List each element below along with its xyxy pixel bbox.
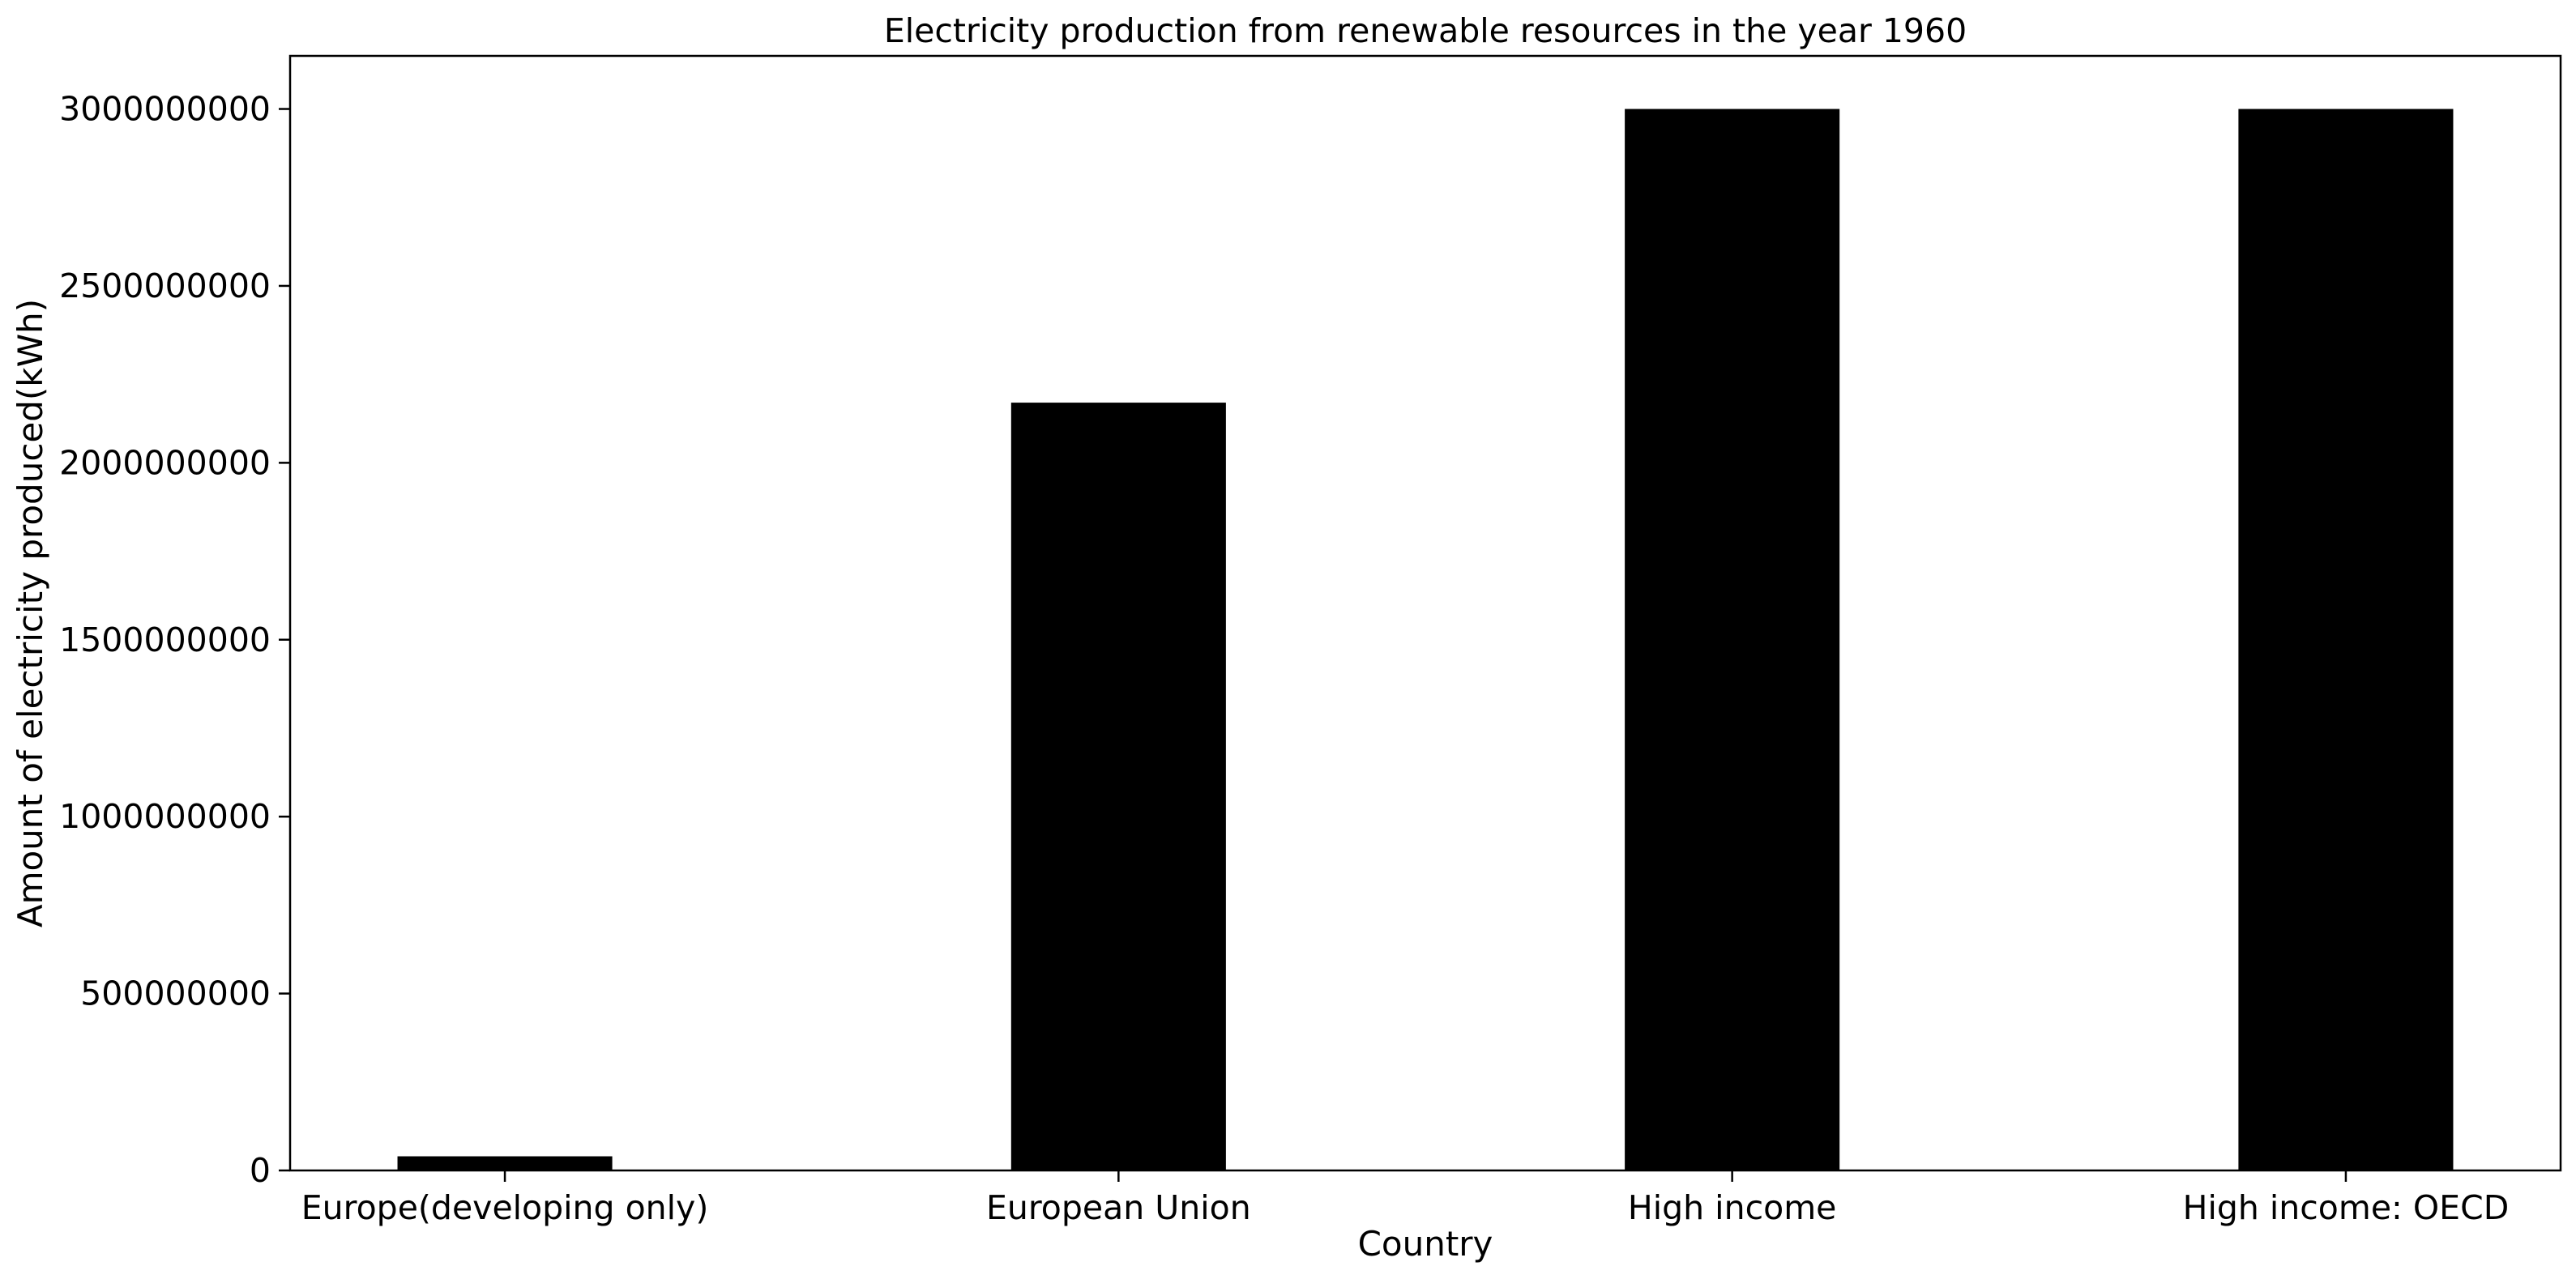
x-tick-label: Europe(developing only) bbox=[301, 1188, 709, 1227]
y-tick-label: 1000000000 bbox=[59, 797, 271, 836]
bar-0 bbox=[397, 1156, 613, 1170]
bars-group bbox=[397, 109, 2454, 1171]
x-axis-ticks: Europe(developing only) European Union Hig… bbox=[301, 1170, 2510, 1227]
y-tick-label: 500000000 bbox=[80, 974, 271, 1013]
y-tick-label: 1500000000 bbox=[59, 620, 271, 659]
bar-3 bbox=[2238, 109, 2454, 1170]
y-tick-label: 0 bbox=[250, 1151, 271, 1190]
y-tick-label: 2000000000 bbox=[59, 443, 271, 482]
bar-2 bbox=[1625, 109, 1840, 1170]
x-tick-label: High income: OECD bbox=[2183, 1188, 2510, 1227]
y-tick-label: 2500000000 bbox=[59, 266, 271, 305]
y-tick-label: 3000000000 bbox=[59, 90, 271, 129]
plot-frame bbox=[288, 54, 2562, 1172]
x-axis-label: Country bbox=[1358, 1224, 1493, 1264]
y-axis-label: Amount of electricity produced(kWh) bbox=[11, 299, 50, 927]
x-tick-label: European Union bbox=[986, 1188, 1251, 1227]
bar-1 bbox=[1010, 403, 1226, 1171]
y-axis-ticks: 0 500000000 1000000000 1500000000 2000000000… bbox=[59, 90, 290, 1190]
chart-title: Electricity production from renewable re… bbox=[884, 11, 1967, 50]
x-tick-label: High income bbox=[1628, 1188, 1836, 1227]
